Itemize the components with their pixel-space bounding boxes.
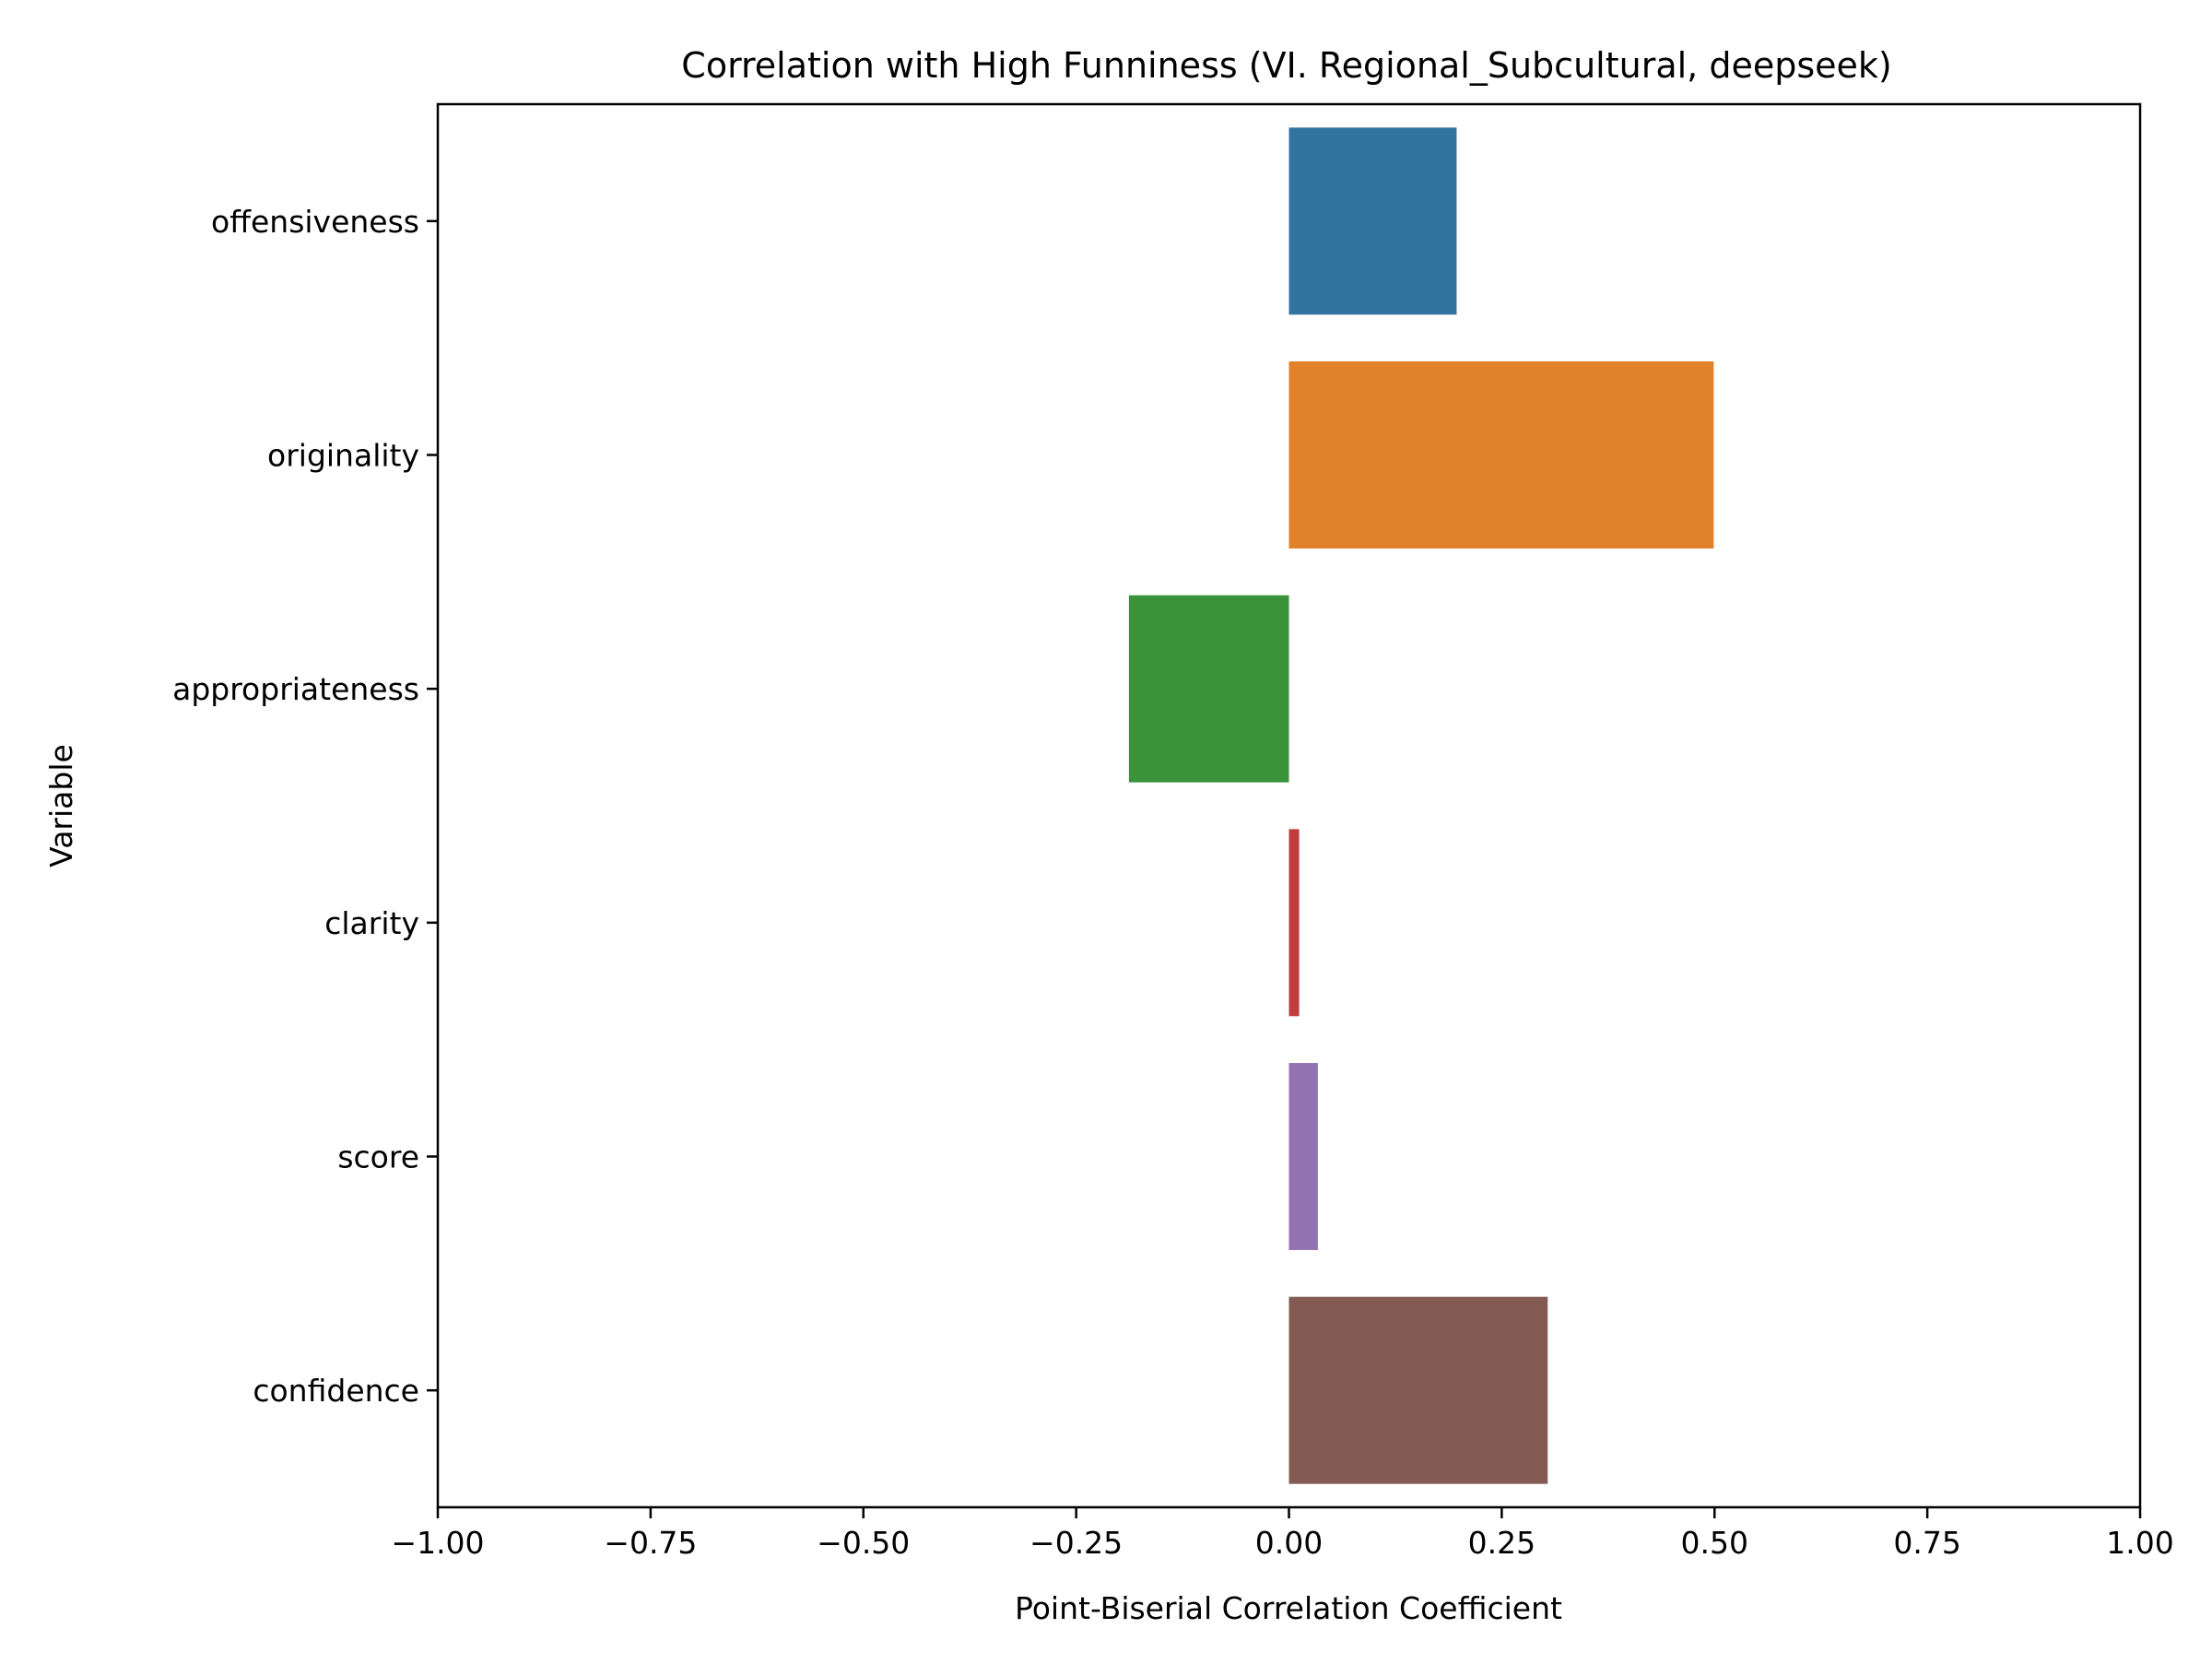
y-axis-label: Variable — [43, 744, 79, 867]
bar-appropriateness — [1128, 595, 1289, 783]
x-tick-label: 1.00 — [2106, 1525, 2173, 1561]
y-tick-label: confidence — [253, 1373, 419, 1409]
x-tick-label: 0.00 — [1255, 1525, 1323, 1561]
x-tick-label: −0.25 — [1030, 1525, 1123, 1561]
bars-group — [1128, 127, 1714, 1484]
x-tick-label: −1.00 — [391, 1525, 484, 1561]
bar-offensiveness — [1288, 127, 1457, 315]
x-tick-label: 0.75 — [1893, 1525, 1960, 1561]
x-tick-label: 0.25 — [1468, 1525, 1535, 1561]
bar-confidence — [1288, 1296, 1548, 1484]
bar-clarity — [1288, 829, 1300, 1017]
y-ticks-group: offensiveness originality appropriateness c… — [172, 204, 438, 1409]
bar-originality — [1288, 361, 1714, 549]
x-tick-label: 0.50 — [1681, 1525, 1748, 1561]
bar-score — [1288, 1063, 1318, 1250]
y-tick-label: appropriateness — [172, 671, 419, 707]
y-tick-label: originality — [267, 438, 419, 474]
y-tick-label: clarity — [324, 905, 419, 941]
x-ticks-group: −1.00 −0.75 −0.50 −0.25 0.00 0.25 0.50 0.75 1.00 — [391, 1507, 2174, 1561]
x-tick-label: −0.75 — [604, 1525, 697, 1561]
y-tick-label: score — [337, 1139, 419, 1175]
x-axis-label: Point-Biserial Correlation Coefficient — [1015, 1590, 1562, 1626]
chart-title: Correlation with High Funniness (VI. Reg… — [681, 45, 1891, 86]
x-tick-label: −0.50 — [817, 1525, 910, 1561]
y-tick-label: offensiveness — [211, 204, 419, 240]
